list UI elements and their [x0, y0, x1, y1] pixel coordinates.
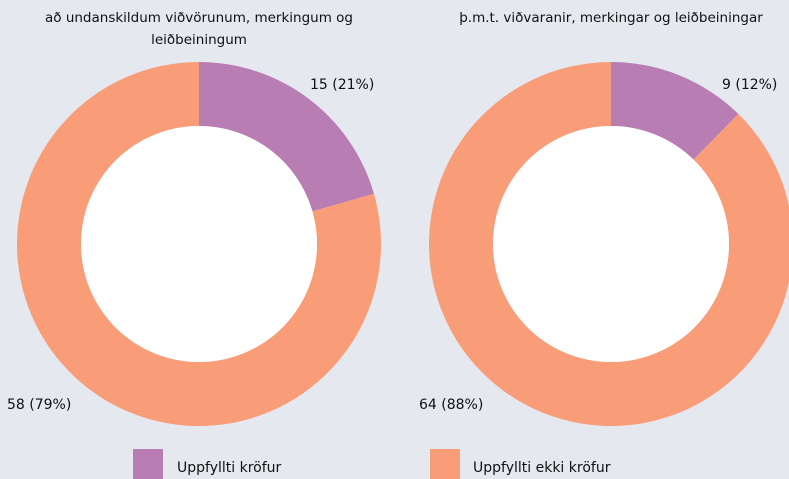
donut-slice [199, 62, 374, 212]
data-label: 15 (21%) [310, 77, 374, 93]
data-label: 58 (79%) [7, 397, 71, 413]
donut-slice [429, 62, 789, 426]
chart-title: þ.m.t. viðvaranir, merkingar og leiðbein… [459, 10, 763, 26]
donut-slice [17, 62, 382, 426]
chart-title: að undanskildum viðvörunum, merkingum og… [45, 10, 353, 48]
legend-swatch [133, 449, 163, 479]
legend-label: Uppfyllti kröfur [177, 460, 282, 476]
donut-hole [493, 126, 729, 362]
legend-swatch [430, 449, 460, 479]
data-label: 64 (88%) [419, 397, 483, 413]
donut-hole [81, 126, 317, 362]
legend-label: Uppfyllti ekki kröfur [473, 460, 611, 476]
data-label: 9 (12%) [722, 77, 777, 93]
donut-slice [611, 62, 739, 160]
